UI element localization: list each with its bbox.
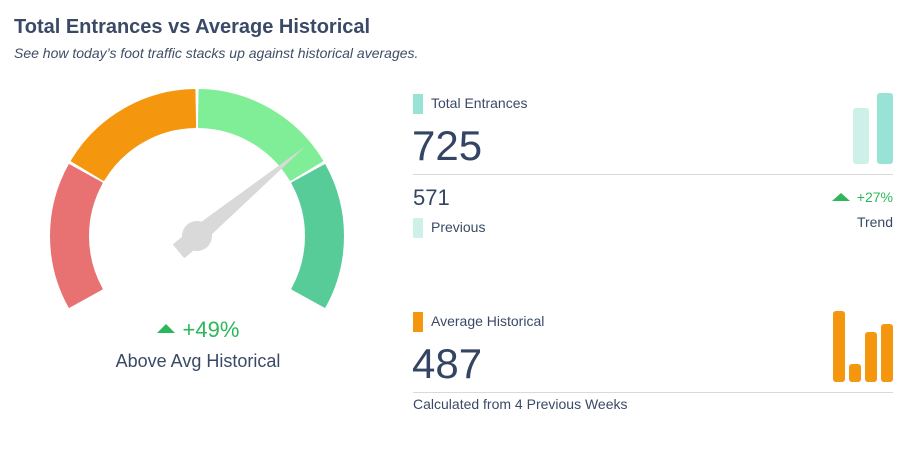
previous-value: 571: [413, 185, 450, 210]
gauge-segment-above: [197, 89, 324, 181]
historical-label: Average Historical: [431, 313, 545, 329]
trend-label: Trend: [856, 214, 893, 230]
gauge-label: Above Avg Historical: [115, 351, 281, 371]
page-title: Total Entrances vs Average Historical: [14, 16, 371, 38]
total-entrances-label: Total Entrances: [431, 95, 528, 111]
historical-week-bar: [849, 363, 861, 382]
trend-up-icon: [156, 324, 175, 333]
trend-change: +27%: [831, 189, 893, 205]
divider: [413, 392, 893, 393]
gauge-segment-low: [50, 164, 103, 308]
gauge-change-value: +49%: [182, 317, 240, 342]
previous-swatch: [413, 218, 423, 238]
total-entrances-swatch: [413, 94, 423, 114]
previous-bar: [853, 108, 869, 164]
gauge-segment-high: [291, 164, 344, 308]
gauge-segment-below: [70, 89, 197, 181]
gauge-chart: [50, 89, 344, 308]
trend-value: +27%: [856, 189, 893, 205]
historical-note: Calculated from 4 Previous Weeks: [413, 396, 628, 412]
gauge-change: +49%: [0, 317, 396, 343]
previous-label: Previous: [431, 219, 486, 235]
historical-week-bar: [865, 332, 877, 382]
divider: [413, 174, 893, 175]
historical-week-bar: [881, 324, 893, 382]
trend-up-icon: [831, 193, 850, 201]
historical-week-bar: [833, 311, 845, 382]
gauge-needle-hub: [182, 221, 212, 251]
total-entrances-value: 725: [412, 122, 483, 169]
historical-swatch: [413, 312, 423, 332]
historical-value: 487: [412, 340, 483, 387]
page-subtitle: See how today’s foot traffic stacks up a…: [14, 45, 419, 61]
total-entrances-bar: [877, 93, 893, 164]
